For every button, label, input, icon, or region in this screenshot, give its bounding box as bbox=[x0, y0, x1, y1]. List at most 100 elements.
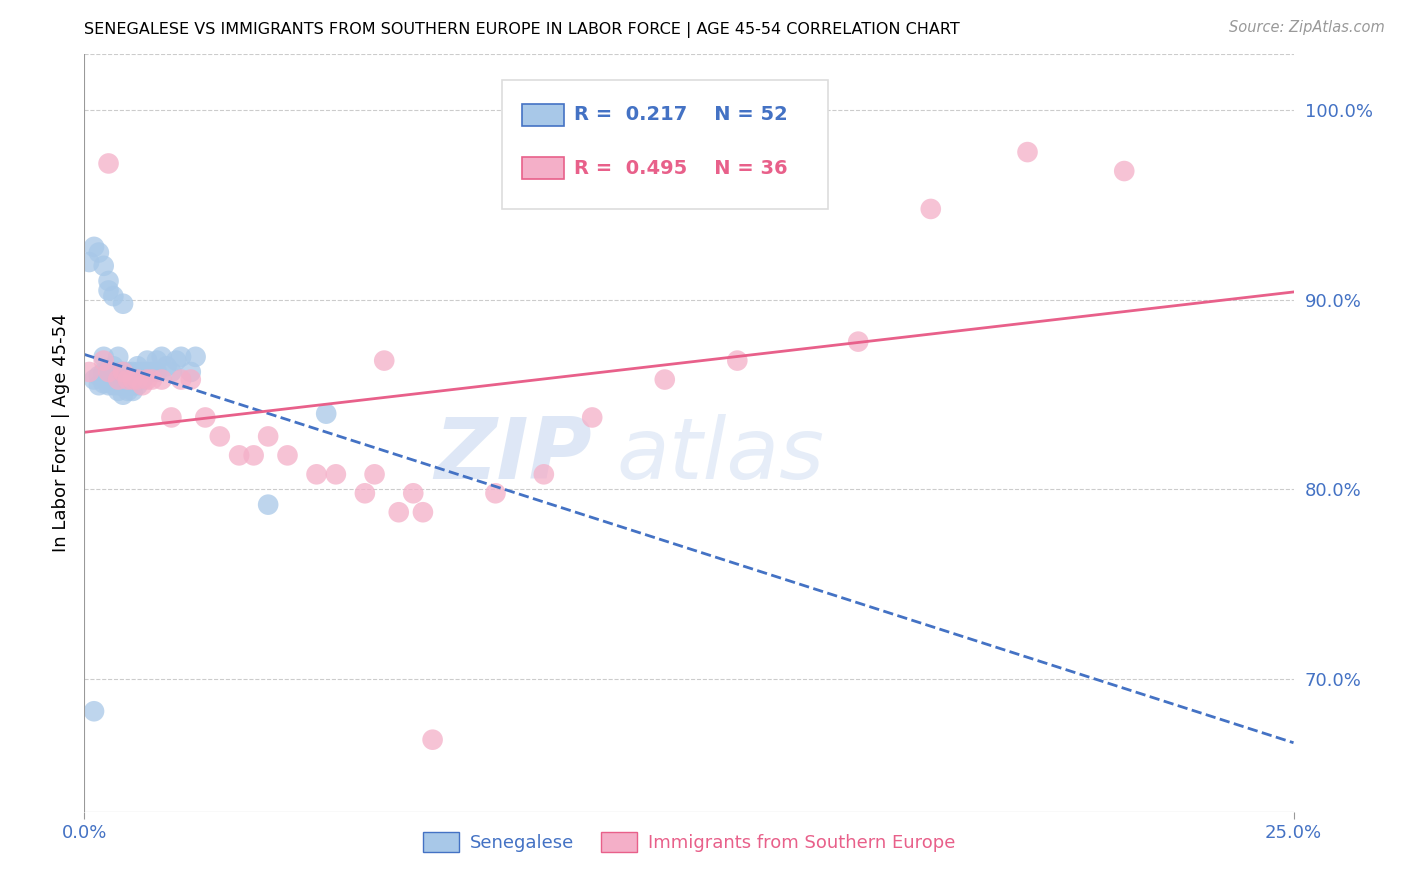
Point bbox=[83, 240, 105, 254]
Point bbox=[1114, 164, 1136, 178]
Point bbox=[146, 353, 169, 368]
Text: ZIP: ZIP bbox=[434, 414, 592, 497]
FancyBboxPatch shape bbox=[522, 104, 564, 126]
Point bbox=[141, 365, 163, 379]
Point bbox=[208, 429, 231, 443]
Point bbox=[363, 467, 385, 482]
Point bbox=[242, 449, 264, 463]
Point bbox=[97, 156, 120, 170]
Point bbox=[121, 373, 143, 387]
Point bbox=[77, 365, 100, 379]
Point bbox=[1017, 145, 1039, 160]
Point bbox=[117, 378, 139, 392]
Point bbox=[180, 373, 202, 387]
Point bbox=[131, 373, 153, 387]
Point bbox=[170, 373, 193, 387]
Point bbox=[93, 259, 115, 273]
FancyBboxPatch shape bbox=[522, 157, 564, 178]
Text: SENEGALESE VS IMMIGRANTS FROM SOUTHERN EUROPE IN LABOR FORCE | AGE 45-54 CORRELA: SENEGALESE VS IMMIGRANTS FROM SOUTHERN E… bbox=[84, 22, 960, 38]
Point bbox=[136, 365, 159, 379]
Point bbox=[276, 449, 298, 463]
Point bbox=[257, 429, 280, 443]
Point bbox=[184, 350, 207, 364]
Point bbox=[146, 365, 169, 379]
Text: atlas: atlas bbox=[616, 414, 824, 497]
Point bbox=[170, 350, 193, 364]
Point bbox=[97, 373, 120, 387]
Point bbox=[315, 407, 337, 421]
Point bbox=[107, 373, 129, 387]
FancyBboxPatch shape bbox=[502, 80, 828, 209]
Point bbox=[422, 732, 444, 747]
Point bbox=[354, 486, 377, 500]
Point bbox=[180, 365, 202, 379]
Point bbox=[127, 378, 149, 392]
Point bbox=[93, 365, 115, 379]
Point bbox=[97, 363, 120, 377]
Point bbox=[103, 378, 125, 392]
Point bbox=[160, 410, 183, 425]
Point bbox=[112, 388, 135, 402]
Point bbox=[228, 449, 250, 463]
Point bbox=[103, 359, 125, 374]
Point bbox=[141, 373, 163, 387]
Point bbox=[103, 289, 125, 303]
Point bbox=[107, 365, 129, 379]
Point bbox=[402, 486, 425, 500]
Text: R =  0.217    N = 52: R = 0.217 N = 52 bbox=[574, 105, 787, 125]
Point bbox=[97, 365, 120, 379]
Point bbox=[107, 373, 129, 387]
Point bbox=[117, 365, 139, 379]
Point bbox=[112, 378, 135, 392]
Point bbox=[93, 353, 115, 368]
Point bbox=[136, 373, 159, 387]
Point bbox=[127, 359, 149, 374]
Point bbox=[87, 378, 110, 392]
Point bbox=[77, 255, 100, 269]
Point bbox=[93, 376, 115, 391]
Point bbox=[93, 350, 115, 364]
Point bbox=[117, 384, 139, 398]
Point bbox=[117, 373, 139, 387]
Point bbox=[131, 365, 153, 379]
Point bbox=[83, 373, 105, 387]
Point bbox=[103, 373, 125, 387]
Point bbox=[121, 365, 143, 379]
Point bbox=[83, 704, 105, 718]
Point bbox=[155, 359, 177, 374]
Point bbox=[97, 365, 120, 379]
Text: R =  0.495    N = 36: R = 0.495 N = 36 bbox=[574, 159, 787, 178]
Point bbox=[920, 202, 942, 216]
Point bbox=[533, 467, 555, 482]
Point bbox=[121, 373, 143, 387]
Point bbox=[97, 378, 120, 392]
Point bbox=[136, 353, 159, 368]
Point bbox=[412, 505, 434, 519]
Point bbox=[388, 505, 411, 519]
Point bbox=[107, 350, 129, 364]
Point bbox=[112, 365, 135, 379]
Legend: Senegalese, Immigrants from Southern Europe: Senegalese, Immigrants from Southern Eur… bbox=[415, 825, 963, 860]
Point bbox=[325, 467, 347, 482]
Point bbox=[305, 467, 328, 482]
Point bbox=[165, 353, 187, 368]
Point bbox=[194, 410, 217, 425]
Point bbox=[103, 365, 125, 379]
Point bbox=[121, 384, 143, 398]
Point bbox=[121, 378, 143, 392]
Point bbox=[87, 245, 110, 260]
Point bbox=[107, 384, 129, 398]
Point bbox=[112, 365, 135, 379]
Point bbox=[373, 353, 395, 368]
Point bbox=[150, 373, 173, 387]
Point bbox=[117, 373, 139, 387]
Point bbox=[97, 284, 120, 298]
Point bbox=[846, 334, 869, 349]
Point bbox=[257, 498, 280, 512]
Point bbox=[484, 486, 506, 500]
Point bbox=[150, 350, 173, 364]
Point bbox=[581, 410, 603, 425]
Y-axis label: In Labor Force | Age 45-54: In Labor Force | Age 45-54 bbox=[52, 313, 70, 552]
Point bbox=[654, 373, 676, 387]
Point bbox=[107, 378, 129, 392]
